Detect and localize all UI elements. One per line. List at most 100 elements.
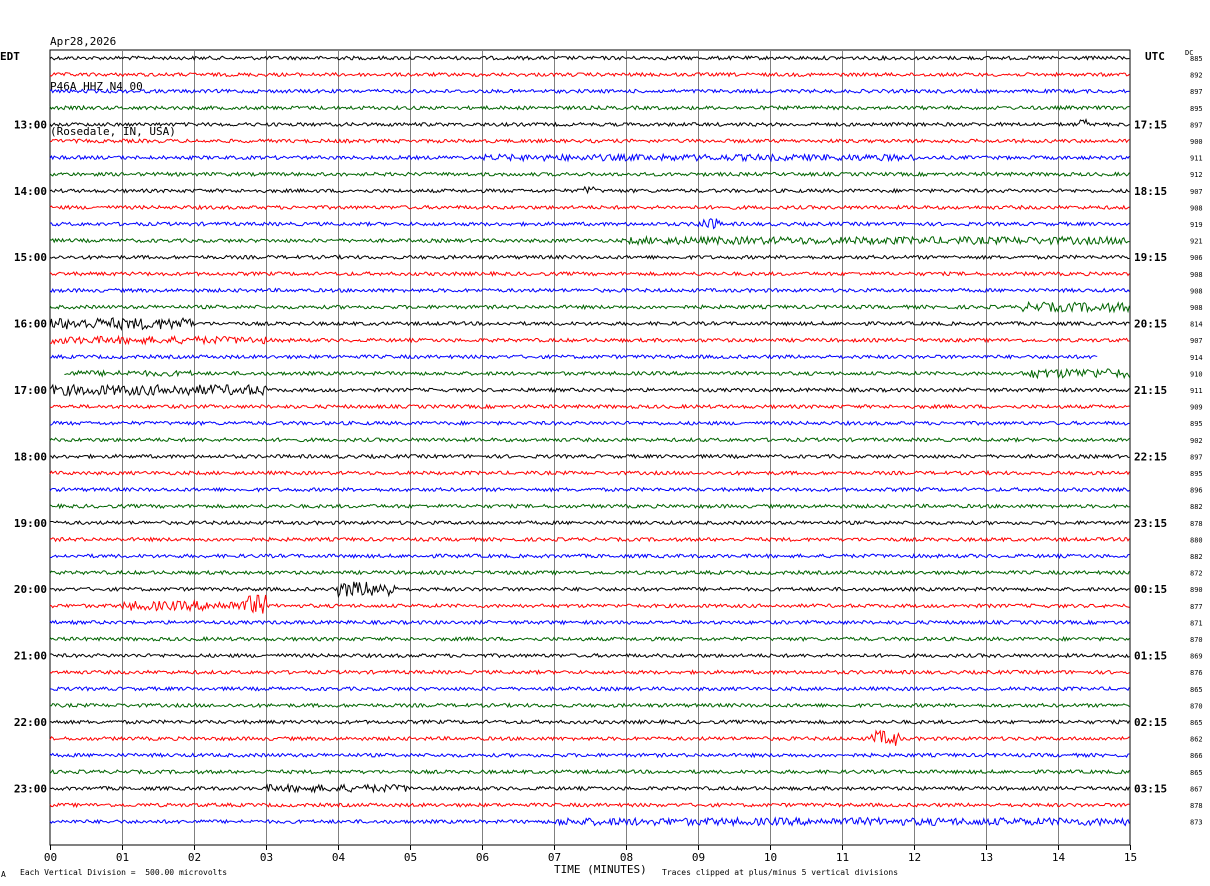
x-axis-label: TIME (MINUTES) <box>554 863 647 876</box>
edt-hour-label: 19:00 <box>14 517 47 530</box>
trace-line <box>49 652 1130 659</box>
trace-line <box>49 300 1130 314</box>
edt-hour-label: 14:00 <box>14 185 47 198</box>
trace-line <box>49 218 1130 230</box>
utc-hour-label: 23:15 <box>1134 517 1167 530</box>
trace-line <box>49 54 1130 61</box>
dc-offset-label: 919 <box>1190 221 1203 229</box>
x-tick-label: 05 <box>404 851 417 864</box>
dc-offset-label: 897 <box>1190 121 1203 129</box>
x-tick-label: 08 <box>620 851 633 864</box>
trace-line <box>49 383 1130 397</box>
dc-offset-label: 897 <box>1190 88 1203 96</box>
dc-offset-label: 909 <box>1190 404 1203 412</box>
right-timezone-label: UTC <box>1145 50 1165 63</box>
trace-line <box>49 486 1130 493</box>
x-tick-label: 15 <box>1124 851 1137 864</box>
dc-offset-label: 880 <box>1190 536 1203 544</box>
dc-offset-label: 902 <box>1190 437 1203 445</box>
trace-line <box>49 117 1130 128</box>
trace-line <box>49 718 1130 726</box>
plot-frame <box>49 49 1131 846</box>
dc-offset-label: 876 <box>1190 669 1203 677</box>
corner-mark: A <box>1 870 6 879</box>
trace-line <box>64 367 1131 380</box>
x-tick-label: 12 <box>908 851 921 864</box>
x-tick-label: 10 <box>764 851 777 864</box>
dc-offset-label: 911 <box>1190 387 1203 395</box>
x-tick-label: 13 <box>980 851 993 864</box>
dc-offset-label: 895 <box>1190 105 1203 113</box>
trace-line <box>49 104 1130 111</box>
trace-line <box>49 420 1130 427</box>
trace-line <box>49 88 1130 95</box>
edt-hour-label: 13:00 <box>14 118 47 131</box>
dc-offset-label: 871 <box>1190 619 1203 627</box>
trace-line <box>50 702 1130 709</box>
trace-line <box>49 685 1130 692</box>
dc-offset-label: 892 <box>1190 72 1203 80</box>
trace-line <box>49 816 1130 828</box>
x-tick-label: 02 <box>188 851 201 864</box>
trace-line <box>49 636 1130 642</box>
x-tick-label: 00 <box>44 851 57 864</box>
dc-offset-label: 911 <box>1190 155 1203 163</box>
utc-hour-label: 19:15 <box>1134 251 1167 264</box>
clip-note: Traces clipped at plus/minus 5 vertical … <box>662 868 899 877</box>
trace-line <box>49 802 1130 809</box>
utc-hour-label: 01:15 <box>1134 650 1167 663</box>
dc-offset-label: 865 <box>1190 769 1203 777</box>
edt-hour-label: 23:00 <box>14 782 47 795</box>
dc-offset-label: 814 <box>1190 321 1203 329</box>
trace-line <box>49 619 1130 626</box>
dc-offset-label: 878 <box>1190 520 1203 528</box>
trace-line <box>49 569 1130 576</box>
trace-line <box>50 137 1130 144</box>
dc-offset-label: 872 <box>1190 570 1203 578</box>
dc-label: DC <box>1185 49 1194 57</box>
trace-line <box>49 204 1130 211</box>
dc-offset-label: 865 <box>1190 719 1203 727</box>
edt-hour-label: 20:00 <box>14 583 47 596</box>
header-date: Apr28,2026 <box>50 35 117 48</box>
edt-hour-label: 21:00 <box>14 650 47 663</box>
trace-line <box>49 254 1130 261</box>
trace-line <box>49 469 1130 476</box>
dc-offset-label: 910 <box>1190 370 1203 378</box>
x-tick-label: 07 <box>548 851 561 864</box>
trace-line <box>49 768 1130 775</box>
header-location: (Rosedale, IN, USA) <box>50 125 176 138</box>
trace-line <box>49 152 1130 163</box>
utc-hour-label: 00:15 <box>1134 583 1167 596</box>
trace-line <box>49 581 1130 599</box>
dc-offset-label: 870 <box>1190 702 1203 710</box>
dc-offset-label: 870 <box>1190 636 1203 644</box>
x-tick-label: 04 <box>332 851 346 864</box>
x-tick-label: 14 <box>1052 851 1066 864</box>
utc-hour-label: 03:15 <box>1134 782 1167 795</box>
dc-offset-label: 896 <box>1190 487 1203 495</box>
dc-offset-label: 877 <box>1190 603 1203 611</box>
trace-line <box>49 171 1130 178</box>
dc-offset-label: 921 <box>1190 238 1203 246</box>
dc-offset-label: 873 <box>1190 819 1203 827</box>
dc-offset-label: 895 <box>1190 470 1203 478</box>
dc-offset-label: 908 <box>1190 271 1203 279</box>
trace-line <box>49 752 1130 759</box>
edt-hour-label: 17:00 <box>14 384 47 397</box>
dc-offset-label: 869 <box>1190 653 1203 661</box>
edt-hour-label: 16:00 <box>14 318 47 331</box>
trace-line <box>49 234 1130 246</box>
trace-line <box>49 503 1130 510</box>
dc-offset-label: 862 <box>1190 736 1203 744</box>
dc-offset-label: 907 <box>1190 188 1203 196</box>
dc-offset-label: 908 <box>1190 204 1203 212</box>
x-tick-label: 01 <box>116 851 129 864</box>
utc-hour-label: 18:15 <box>1134 185 1167 198</box>
dc-offset-label: 906 <box>1190 254 1203 262</box>
trace-line <box>49 334 1130 346</box>
left-timezone-label: EDT <box>0 50 20 63</box>
dc-offset-label: 914 <box>1190 354 1203 362</box>
edt-hour-label: 18:00 <box>14 450 47 463</box>
x-tick-label: 03 <box>260 851 273 864</box>
